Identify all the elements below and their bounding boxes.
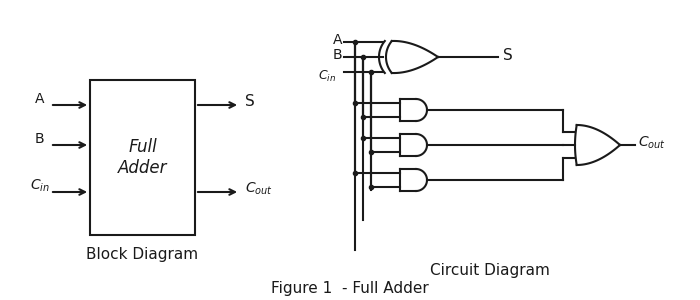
Text: $C_{in}$: $C_{in}$ <box>30 178 50 194</box>
Text: Full
Adder: Full Adder <box>118 138 167 177</box>
Text: $C_{in}$: $C_{in}$ <box>318 68 336 83</box>
Bar <box>90 80 195 235</box>
Text: S: S <box>503 47 512 62</box>
Text: S: S <box>245 94 255 110</box>
Text: B: B <box>35 132 45 146</box>
Text: A: A <box>35 92 45 106</box>
Text: Figure 1  - Full Adder: Figure 1 - Full Adder <box>271 280 429 296</box>
Text: Circuit Diagram: Circuit Diagram <box>430 262 550 278</box>
Text: A: A <box>332 33 342 47</box>
Text: B: B <box>332 48 342 62</box>
Text: Block Diagram: Block Diagram <box>86 248 199 262</box>
Text: $C_{out}$: $C_{out}$ <box>638 135 666 151</box>
Text: $C_{out}$: $C_{out}$ <box>245 181 273 197</box>
